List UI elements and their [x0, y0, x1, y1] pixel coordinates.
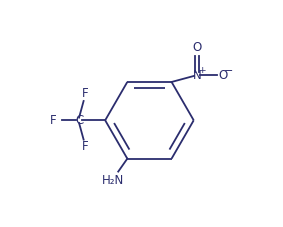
Text: O: O — [218, 69, 228, 82]
Text: O: O — [192, 41, 201, 54]
Text: F: F — [82, 87, 88, 100]
Text: −: − — [224, 66, 233, 76]
Text: N: N — [192, 69, 201, 82]
Text: F: F — [82, 140, 88, 153]
Text: +: + — [198, 66, 206, 75]
Text: C: C — [75, 114, 83, 127]
Text: F: F — [50, 114, 56, 127]
Text: H₂N: H₂N — [102, 174, 124, 187]
